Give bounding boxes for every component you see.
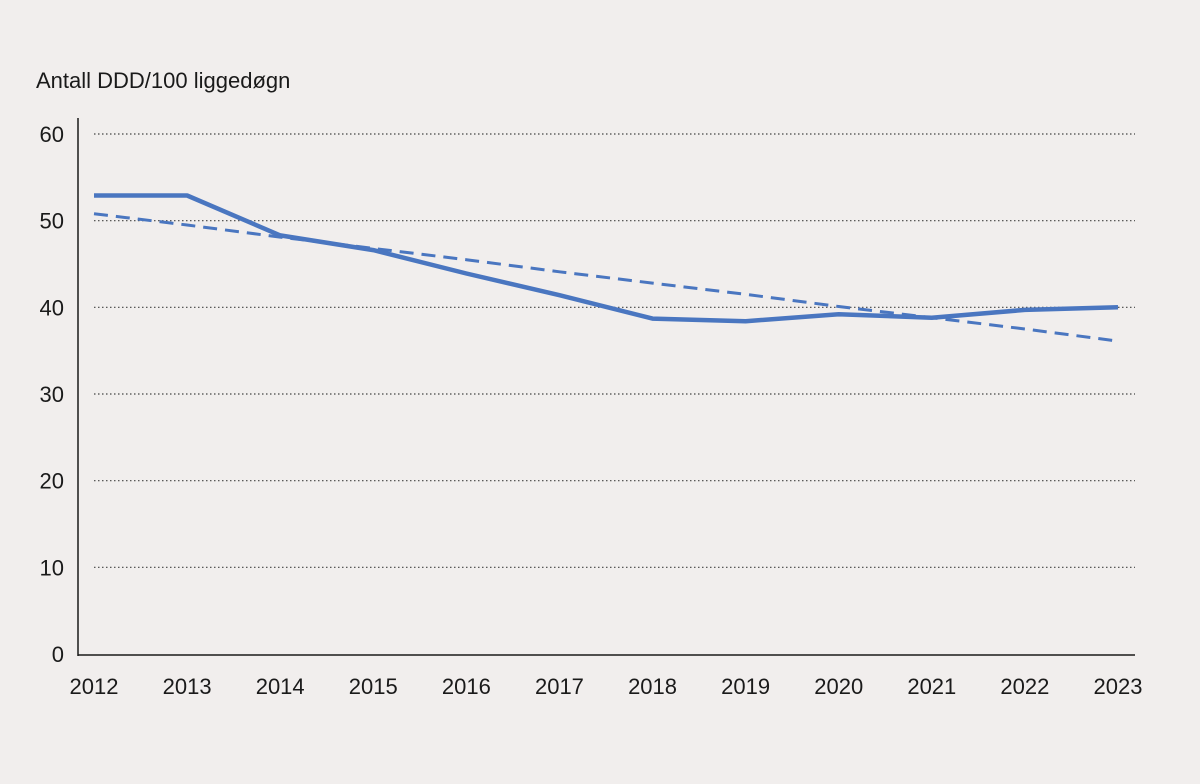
y-tick-label: 10 [40, 555, 64, 580]
x-tick-label: 2021 [907, 674, 956, 699]
y-tick-label: 0 [52, 642, 64, 667]
x-tick-label: 2014 [256, 674, 305, 699]
x-tick-label: 2015 [349, 674, 398, 699]
x-tick-label: 2023 [1094, 674, 1143, 699]
x-tick-label: 2016 [442, 674, 491, 699]
y-tick-label: 60 [40, 122, 64, 147]
x-tick-label: 2018 [628, 674, 677, 699]
y-tick-label: 30 [40, 382, 64, 407]
x-tick-label: 2019 [721, 674, 770, 699]
y-tick-label: 20 [40, 469, 64, 494]
y-tick-labels: 0 10 20 30 40 50 60 [40, 122, 64, 667]
x-tick-label: 2017 [535, 674, 584, 699]
data-line-solid [94, 193, 1119, 324]
x-tick-labels: 2012 2013 2014 2015 2016 2017 2018 2019 2020 2021… [70, 674, 1143, 699]
y-tick-label: 40 [40, 295, 64, 320]
x-tick-label: 2013 [163, 674, 212, 699]
trend-line-dashed [93, 212, 1119, 343]
x-tick-label: 2012 [70, 674, 119, 699]
gridlines [94, 133, 1135, 568]
x-tick-label: 2022 [1000, 674, 1049, 699]
y-axis-label: Antall DDD/100 liggedøgn [36, 68, 290, 93]
y-tick-label: 50 [40, 209, 64, 234]
x-tick-label: 2020 [814, 674, 863, 699]
series-group [93, 193, 1119, 343]
